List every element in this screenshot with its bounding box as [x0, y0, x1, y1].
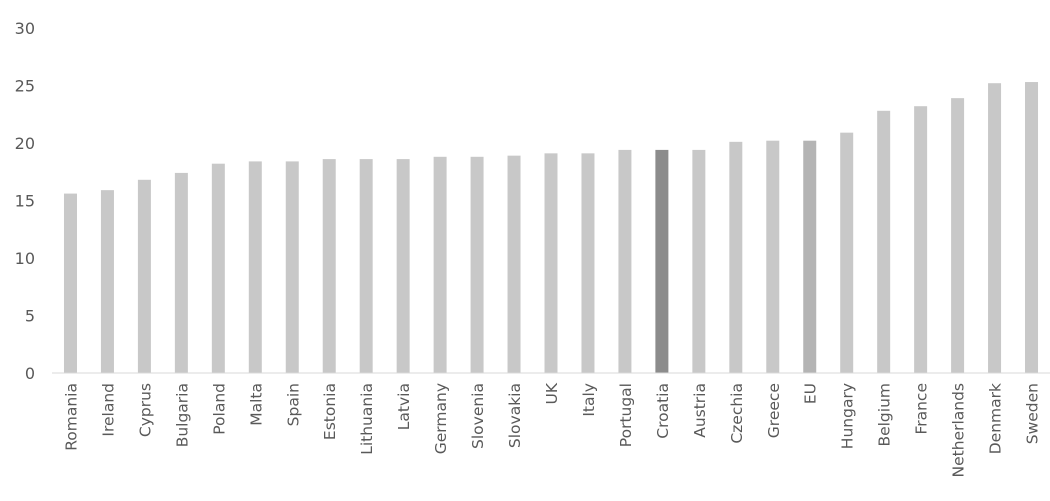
- x-tick-label-uk: UK: [543, 382, 561, 404]
- bar-slovakia: [507, 155, 521, 373]
- x-tick-label-italy: Italy: [580, 383, 598, 417]
- y-tick-label: 30: [15, 19, 35, 38]
- bar-latvia: [396, 159, 410, 373]
- bar-portugal: [618, 149, 632, 373]
- x-tick-label-croatia: Croatia: [654, 383, 672, 439]
- bar-greece: [766, 140, 780, 373]
- x-tick-label-slovenia: Slovenia: [469, 383, 487, 449]
- x-tick-label-hungary: Hungary: [839, 383, 857, 449]
- bar-estonia: [322, 159, 336, 373]
- x-tick-label-malta: Malta: [247, 383, 265, 426]
- bar-sweden: [1025, 82, 1039, 374]
- x-tick-label-latvia: Latvia: [395, 383, 413, 430]
- bar-netherlands: [951, 98, 965, 374]
- bar-croatia: [655, 149, 669, 373]
- x-tick-label-bulgaria: Bulgaria: [173, 383, 191, 447]
- x-tick-label-germany: Germany: [432, 383, 450, 454]
- y-tick-label: 0: [25, 364, 35, 383]
- bar-eu: [803, 140, 817, 373]
- x-tick-label-netherlands: Netherlands: [950, 383, 968, 477]
- x-tick-label-spain: Spain: [284, 383, 302, 426]
- x-tick-label-slovakia: Slovakia: [506, 383, 524, 448]
- x-tick-label-czechia: Czechia: [728, 383, 746, 444]
- y-tick-label: 5: [25, 307, 35, 326]
- x-tick-label-denmark: Denmark: [987, 383, 1005, 454]
- bar-czechia: [729, 141, 743, 373]
- y-tick-label: 10: [15, 249, 35, 268]
- x-tick-label-cyprus: Cyprus: [136, 383, 154, 437]
- bar-belgium: [877, 110, 891, 374]
- y-axis: 0 5 10 15 20 25 30: [15, 19, 35, 383]
- x-tick-label-france: France: [913, 383, 931, 435]
- y-tick-label: 15: [15, 192, 35, 211]
- bar-poland: [211, 163, 225, 373]
- x-tick-label-austria: Austria: [691, 383, 709, 438]
- x-tick-label-greece: Greece: [765, 383, 783, 438]
- x-tick-label-eu: EU: [802, 383, 820, 404]
- bar-hungary: [840, 132, 854, 373]
- y-tick-label: 25: [15, 77, 35, 96]
- bar-austria: [692, 149, 706, 373]
- bar-series: [63, 82, 1039, 374]
- bar-italy: [581, 153, 595, 373]
- x-tick-label-lithuania: Lithuania: [358, 383, 376, 455]
- bar-bulgaria: [174, 172, 188, 373]
- x-axis: Romania Ireland Cyprus Bulgaria Poland Malta S…: [62, 382, 1041, 477]
- x-tick-label-belgium: Belgium: [876, 383, 894, 447]
- x-tick-label-romania: Romania: [62, 383, 80, 451]
- x-tick-label-ireland: Ireland: [99, 383, 117, 437]
- bar-slovenia: [470, 156, 484, 373]
- y-tick-label: 20: [15, 134, 35, 153]
- x-tick-label-portugal: Portugal: [617, 383, 635, 447]
- x-tick-label-poland: Poland: [210, 383, 228, 435]
- bar-france: [914, 106, 928, 373]
- x-tick-label-estonia: Estonia: [321, 383, 339, 440]
- bar-romania: [63, 193, 77, 373]
- x-tick-label-sweden: Sweden: [1024, 383, 1042, 444]
- bar-malta: [248, 161, 262, 373]
- bar-uk: [544, 153, 558, 373]
- bar-spain: [285, 161, 299, 373]
- bar-cyprus: [137, 179, 151, 373]
- bar-denmark: [988, 83, 1002, 373]
- bar-ireland: [100, 190, 114, 373]
- bar-lithuania: [359, 159, 373, 373]
- bar-germany: [433, 156, 447, 373]
